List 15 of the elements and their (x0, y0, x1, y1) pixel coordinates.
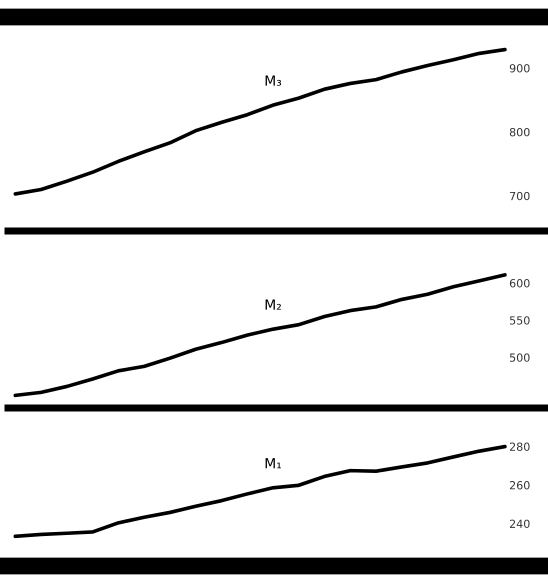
series-label: M₂ (266, 299, 281, 310)
series-label: M₁ (266, 458, 282, 468)
series-label: M₃ (266, 75, 282, 86)
y-tick-label: 700 (510, 192, 530, 200)
y-tick-label: 260 (510, 481, 530, 490)
y-tick-label: 240 (510, 520, 530, 528)
line-series (14, 48, 507, 196)
line-series (14, 273, 507, 398)
y-tick-label: 800 (510, 128, 530, 136)
y-tick-label: 500 (510, 353, 530, 362)
line-series (14, 444, 507, 538)
y-tick-label: 600 (510, 279, 530, 288)
y-tick-label: 900 (510, 64, 530, 72)
y-tick-label: 550 (510, 316, 530, 325)
y-tick-label: 280 (510, 442, 530, 451)
